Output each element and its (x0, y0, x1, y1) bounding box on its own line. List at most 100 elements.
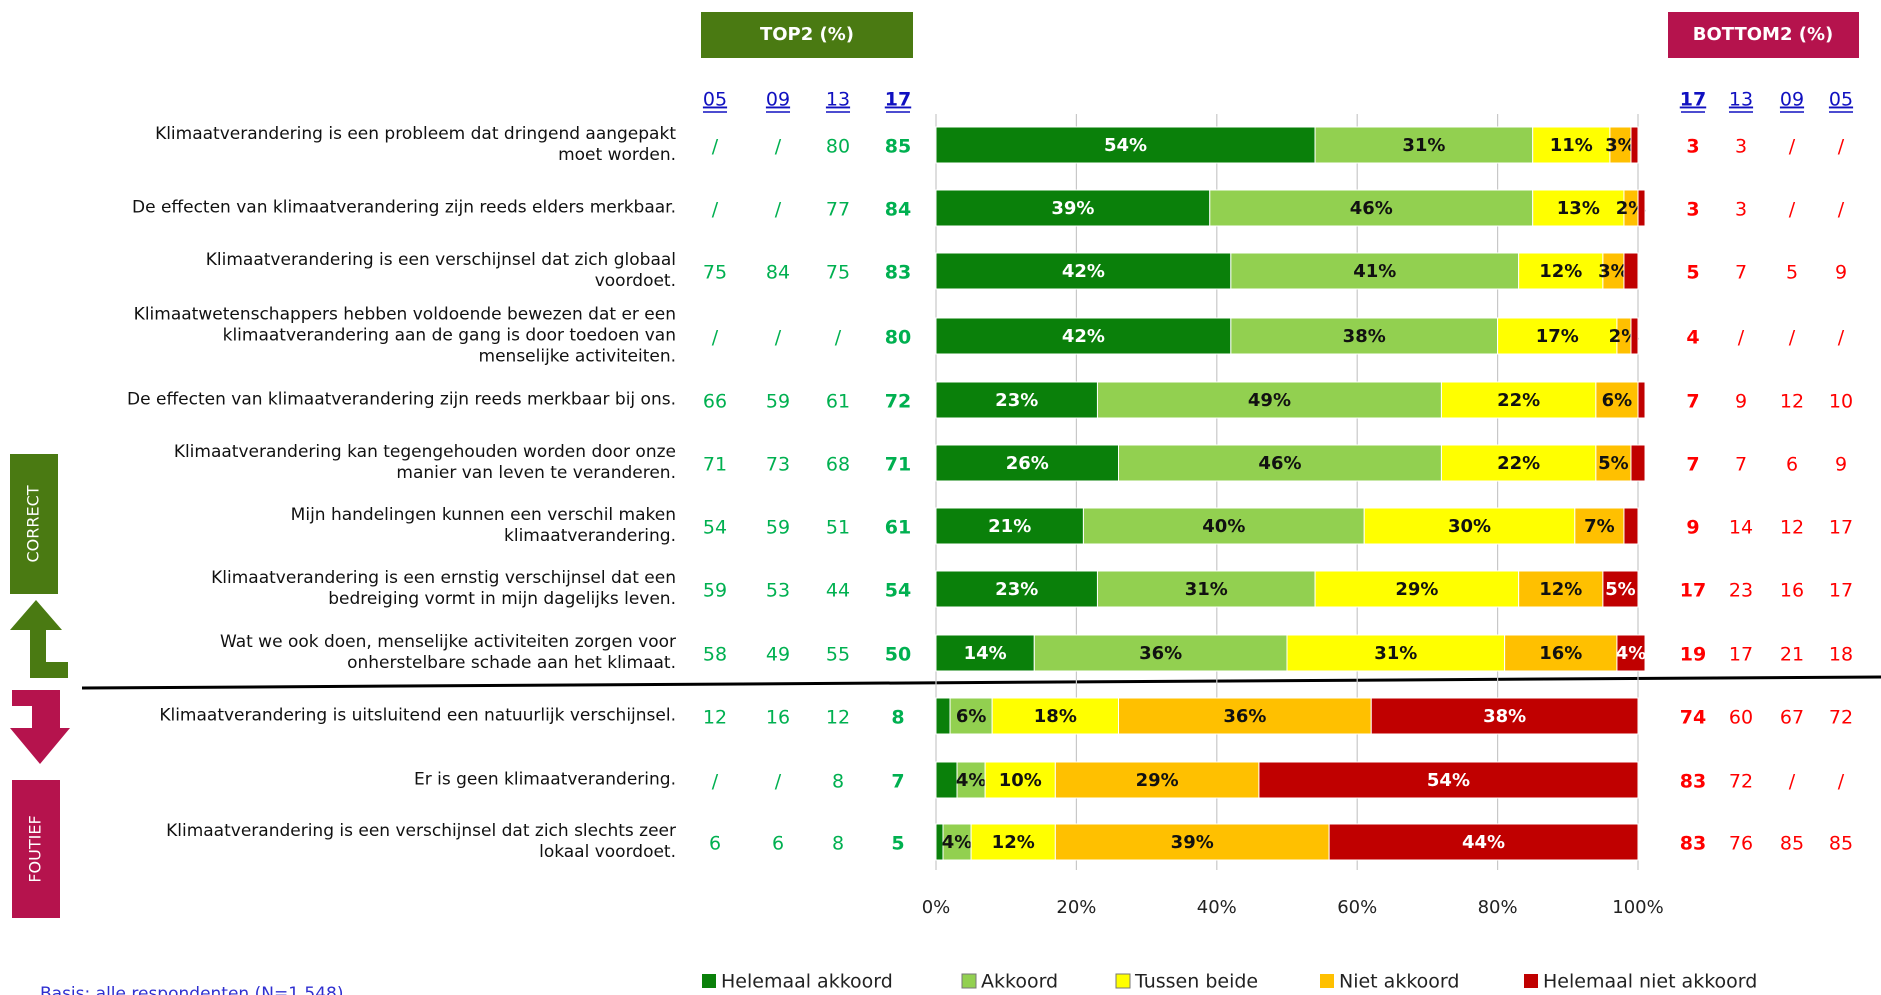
x-tick-label: 0% (922, 897, 951, 918)
data-label: 54% (1104, 135, 1147, 156)
table-cell: 51 (826, 517, 850, 539)
x-tick-label: 20% (1056, 897, 1096, 918)
bar-segment (1118, 697, 1372, 735)
bar-segment (935, 570, 1098, 608)
statement: Klimaatverandering is uitsluitend een na… (159, 705, 676, 726)
bar-segment (1314, 570, 1520, 608)
table-cell: / (775, 327, 782, 349)
table-cell: / (712, 327, 719, 349)
data-label: 31% (1402, 135, 1445, 156)
statement: Klimaatverandering is een verschijnsel d… (166, 821, 676, 862)
table-cell: 83 (1680, 771, 1706, 793)
table-cell: 84 (766, 262, 790, 284)
data-label: 3% (1605, 135, 1636, 156)
bar-segment (1595, 381, 1639, 419)
data-label: 29% (1136, 770, 1179, 791)
data-label: 46% (1258, 453, 1301, 474)
statement: Klimaatverandering kan tegengehouden wor… (173, 442, 676, 483)
table-cell: 9 (1835, 262, 1847, 284)
bar-segment (1082, 507, 1365, 545)
data-label: 14% (964, 643, 1007, 664)
bar-segment (1286, 634, 1506, 672)
table-cell: 85 (1829, 833, 1853, 855)
table-cell: 85 (885, 136, 911, 158)
bar-segment (935, 444, 1120, 482)
table-cell: 3 (1686, 199, 1699, 221)
data-label: 36% (1139, 643, 1182, 664)
data-label: 6% (956, 706, 987, 727)
bar-segment (1118, 444, 1442, 482)
bar-segment (1314, 126, 1534, 164)
column-header: 13 (1729, 89, 1753, 111)
table-cell: 6 (1786, 454, 1798, 476)
data-label: 44% (1462, 832, 1505, 853)
table-cell: 7 (891, 771, 904, 793)
table-cell: 76 (1729, 833, 1753, 855)
table-cell: 9 (1735, 391, 1747, 413)
table-cell: 80 (885, 327, 911, 349)
table-cell: 17 (1829, 580, 1853, 602)
bar-segment (1630, 444, 1646, 482)
table-cell: 60 (1729, 707, 1753, 729)
column-header: 05 (703, 89, 727, 111)
data-label: 18% (1034, 706, 1077, 727)
bar-segment (1630, 126, 1639, 164)
data-label: 5% (1598, 453, 1629, 474)
table-cell: 16 (766, 707, 790, 729)
bottom2-header-box (1668, 12, 1859, 58)
statement: Wat we ook doen, menselijke activiteiten… (219, 632, 676, 673)
table-cell: 17 (1680, 580, 1706, 602)
data-label: 38% (1483, 706, 1526, 727)
table-cell: 5 (1786, 262, 1798, 284)
bar-segment (1096, 381, 1442, 419)
legend-label: Helemaal niet akkoord (1543, 971, 1757, 993)
table-cell: 17 (1729, 644, 1753, 666)
table-cell: 59 (703, 580, 727, 602)
data-label: 3% (1598, 261, 1629, 282)
table-cell: 7 (1686, 391, 1699, 413)
table-cell: 5 (891, 833, 904, 855)
bar-segment (1637, 189, 1646, 227)
legend-swatch (1115, 973, 1131, 989)
bar-segment (1230, 317, 1499, 355)
data-label: 4% (956, 770, 987, 791)
data-label: 49% (1248, 390, 1291, 411)
bar-segment (935, 634, 1035, 672)
table-cell: / (712, 136, 719, 158)
table-cell: 74 (1680, 707, 1706, 729)
data-label: 41% (1353, 261, 1396, 282)
table-cell: 10 (1829, 391, 1853, 413)
bar-segment (1518, 252, 1604, 290)
bar-segment (935, 126, 1316, 164)
bar-segment (1054, 823, 1330, 861)
table-cell: 8 (891, 707, 904, 729)
table-cell: 9 (1686, 517, 1699, 539)
bar-segment (1574, 507, 1625, 545)
bar-segment (1054, 761, 1260, 799)
bar-segment (991, 697, 1120, 735)
table-cell: 6 (772, 833, 784, 855)
x-tick-label: 60% (1337, 897, 1377, 918)
table-cell: 61 (826, 391, 850, 413)
bar-segment (1623, 252, 1639, 290)
table-cell: 21 (1780, 644, 1804, 666)
table-cell: 18 (1829, 644, 1853, 666)
bar-segment (935, 697, 951, 735)
table-cell: / (1838, 771, 1845, 793)
data-label: 29% (1395, 579, 1438, 600)
table-cell: 80 (826, 136, 850, 158)
table-cell: 14 (1729, 517, 1753, 539)
table-cell: / (1789, 327, 1796, 349)
statement: Klimaatwetenschappers hebben voldoende b… (133, 304, 676, 367)
bar-segment (935, 252, 1232, 290)
table-cell: 7 (1735, 454, 1747, 476)
x-tick-label: 100% (1612, 897, 1663, 918)
footnote: Basis: alle respondenten (N=1.548) (40, 984, 344, 995)
table-cell: 61 (885, 517, 911, 539)
statement: De effecten van klimaatverandering zijn … (127, 389, 676, 410)
correct-box (10, 454, 58, 594)
legend-label: Akkoord (981, 971, 1058, 993)
data-label: 12% (992, 832, 1035, 853)
